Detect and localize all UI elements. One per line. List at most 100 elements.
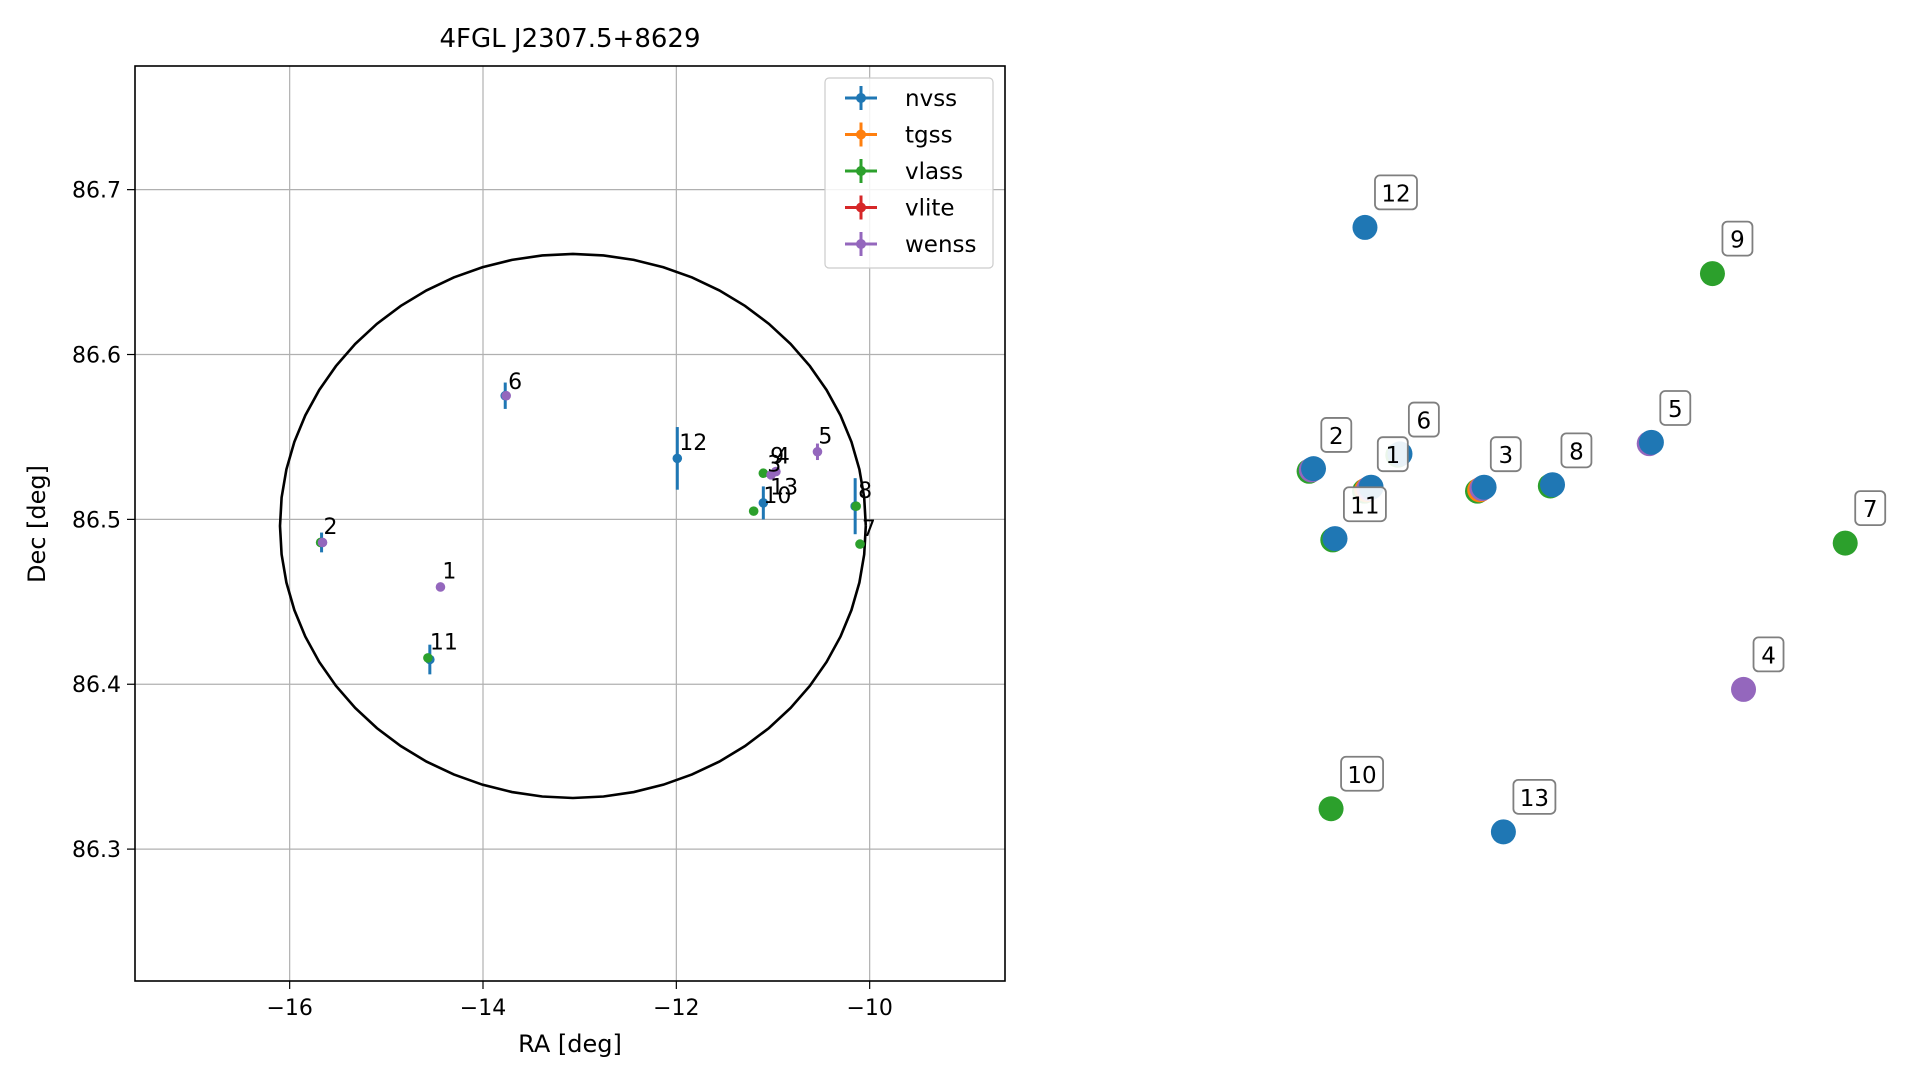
legend-label: vlite — [905, 196, 955, 222]
group-label: 3 — [1498, 443, 1513, 469]
x-tick-label: −10 — [846, 996, 892, 1021]
y-axis-ticks: 86.3 86.4 86.5 86.6 86.7 — [72, 179, 135, 863]
group-label-box — [1512, 778, 1557, 815]
group-marker-vlass — [1318, 796, 1344, 822]
point-marker — [855, 539, 865, 549]
point-annotation: 12 — [679, 431, 707, 456]
y-tick-label: 86.3 — [72, 838, 121, 863]
match-group: 10 — [1318, 755, 1384, 822]
data-point-nvss — [758, 486, 769, 520]
y-tick-label: 86.5 — [72, 508, 121, 533]
y-tick-label: 86.6 — [72, 344, 121, 369]
data-point-vlass — [758, 468, 769, 479]
point-marker — [672, 453, 683, 464]
legend-marker — [856, 93, 866, 103]
legend-marker — [856, 166, 866, 176]
point-marker — [812, 446, 823, 457]
group-label-box — [1659, 390, 1692, 426]
group-label: 1 — [1385, 443, 1400, 469]
match-group: 5 — [1636, 390, 1692, 457]
point-annotation: 5 — [818, 425, 832, 450]
group-label-box — [1374, 174, 1418, 211]
point-annotation: 1 — [442, 560, 456, 585]
group-label-box — [1854, 490, 1887, 527]
x-axis-label: RA [deg] — [518, 1030, 622, 1058]
data-point-vlass — [855, 539, 865, 549]
point-marker — [423, 653, 433, 663]
point-annotation: 4 — [776, 444, 790, 469]
chart-title: 4FGL J2307.5+8629 — [440, 24, 701, 54]
match-group: 4 — [1731, 636, 1785, 702]
match-group: 8 — [1537, 432, 1593, 499]
group-marker-nvss — [1638, 429, 1664, 455]
point-annotation: 7 — [862, 517, 876, 542]
y-tick-label: 86.4 — [72, 673, 121, 698]
plot-frame — [134, 65, 1006, 982]
x-tick-label: −14 — [460, 996, 506, 1021]
group-label-box — [1320, 417, 1353, 453]
group-label: 8 — [1569, 439, 1584, 465]
point-marker — [748, 506, 759, 516]
point-marker — [851, 501, 861, 511]
legend-box — [824, 77, 994, 269]
point-annotation: 2 — [324, 515, 338, 540]
point-annotation: 13 — [770, 476, 798, 501]
legend-label: nvss — [905, 86, 957, 112]
point-marker — [758, 468, 769, 479]
group-label-box — [1721, 220, 1754, 257]
x-tick-label: −16 — [266, 996, 312, 1021]
group-label-box — [1560, 432, 1593, 469]
group-label: 4 — [1761, 643, 1776, 669]
legend-label: vlass — [905, 159, 963, 185]
legend-label: tgss — [905, 123, 953, 149]
legend: nvss tgss vlass vlite wenss — [824, 77, 994, 269]
legend-entry-vlass: vlass — [845, 159, 963, 185]
data-point-nvss — [672, 427, 683, 490]
point-annotation: 6 — [508, 370, 522, 395]
point-marker — [758, 498, 769, 508]
point-marker — [317, 537, 328, 548]
group-label-box — [1376, 436, 1409, 473]
group-marker-nvss — [1540, 472, 1566, 498]
group-marker-vlass — [1699, 261, 1725, 287]
group-label: 13 — [1520, 786, 1549, 812]
group-label-box — [1407, 401, 1440, 438]
group-label: 2 — [1329, 424, 1344, 450]
legend-entry-tgss: tgss — [845, 122, 953, 149]
legend-marker — [856, 239, 866, 249]
data-point-vlass — [851, 501, 861, 511]
legend-entry-nvss: nvss — [845, 86, 957, 112]
group-label-box — [1752, 636, 1785, 673]
group-marker-nvss — [1490, 819, 1516, 845]
match-group: 12 — [1352, 174, 1418, 240]
point-annotation: 9 — [770, 444, 784, 469]
legend-entry-wenss: wenss — [845, 232, 977, 258]
group-label: 6 — [1417, 409, 1432, 435]
group-label: 7 — [1863, 497, 1878, 523]
y-tick-label: 86.7 — [72, 179, 121, 204]
grid — [135, 66, 1005, 981]
x-tick-label: −12 — [653, 996, 699, 1021]
group-label-box — [1340, 755, 1384, 792]
match-group: 7 — [1832, 490, 1887, 556]
point-annotation: 8 — [858, 479, 872, 504]
match-group: 11 — [1320, 486, 1387, 553]
match-group: 3 — [1465, 436, 1522, 504]
group-marker-nvss — [1322, 526, 1348, 552]
data-point-wenss — [771, 466, 781, 477]
group-label-box — [1489, 436, 1522, 473]
point-marker — [435, 582, 446, 592]
group-label-box — [1343, 486, 1387, 523]
group-marker-nvss — [1301, 456, 1326, 482]
group-label: 5 — [1668, 397, 1683, 423]
group-label: 10 — [1347, 763, 1376, 789]
legend-label: wenss — [905, 232, 977, 258]
data-points — [315, 382, 865, 675]
data-point-wenss — [501, 390, 512, 401]
data-point-wenss — [812, 443, 823, 461]
y-axis-label: Dec [deg] — [23, 465, 51, 583]
legend-marker — [856, 202, 866, 213]
